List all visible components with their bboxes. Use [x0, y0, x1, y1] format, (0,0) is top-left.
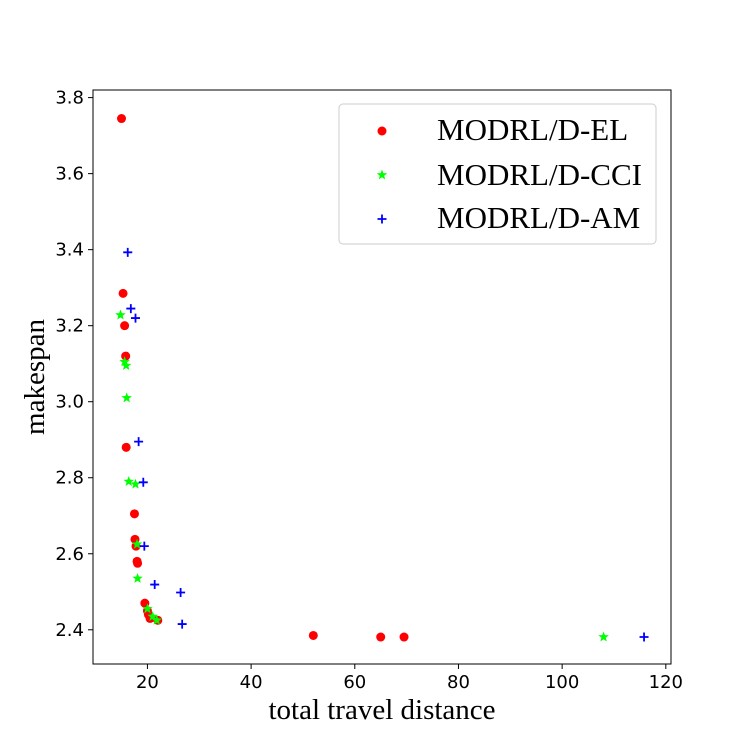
x-tick-label: 120 [649, 672, 683, 693]
data-point [118, 288, 128, 298]
data-point [117, 114, 127, 124]
data-point [308, 630, 318, 640]
data-point [376, 632, 386, 642]
data-point [130, 478, 141, 489]
series-1 [115, 309, 609, 642]
data-point [147, 610, 158, 621]
data-point [151, 614, 162, 625]
legend-marker [377, 214, 387, 224]
x-tick-label: 60 [343, 672, 366, 693]
y-tick-label: 2.4 [55, 620, 84, 641]
y-tick-label: 3.0 [55, 392, 84, 413]
legend-box [338, 103, 657, 245]
data-point [399, 632, 409, 642]
y-tick-label: 3.6 [55, 164, 84, 185]
y-tick-label: 3.4 [55, 240, 84, 261]
data-point [119, 356, 130, 367]
data-point [132, 572, 143, 583]
legend-label-cci: MODRL/D-CCI [437, 157, 642, 192]
legend-marker [377, 126, 387, 136]
legend-label-el: MODRL/D-EL [437, 112, 628, 147]
data-point [134, 437, 144, 447]
data-point [121, 351, 131, 361]
data-point [120, 360, 132, 371]
y-axis-title: makespan [19, 319, 51, 435]
data-point [115, 309, 126, 320]
data-point [142, 603, 153, 614]
data-point [123, 247, 133, 257]
data-point [133, 558, 143, 568]
data-point [131, 313, 141, 323]
data-point [150, 580, 160, 590]
data-point [176, 588, 186, 598]
series-2 [123, 247, 649, 642]
data-point [138, 477, 148, 487]
x-axis-ticks: 20 40 60 80 100 120 [136, 664, 683, 693]
x-axis-title: total travel distance [268, 694, 495, 726]
x-tick-label: 80 [447, 672, 470, 693]
y-tick-label: 2.8 [55, 468, 84, 489]
legend-markers [376, 126, 388, 224]
legend: MODRL/D-EL MODRL/D-CCI MODRL/D-AM [338, 103, 657, 245]
plot-frame [92, 89, 672, 665]
data-point [598, 631, 609, 642]
data-point [126, 304, 136, 314]
data-point [131, 538, 143, 549]
data-point [639, 632, 649, 642]
data-point [177, 619, 187, 629]
data-point [121, 442, 131, 452]
y-tick-label: 2.6 [55, 544, 84, 565]
data-point [139, 541, 149, 551]
data-point [120, 321, 130, 331]
y-tick-label: 3.2 [55, 316, 84, 337]
data-point [121, 392, 132, 403]
data-point [129, 509, 139, 519]
data-points [115, 114, 649, 642]
y-tick-label: 3.8 [55, 88, 84, 109]
data-point [123, 476, 134, 486]
x-tick-label: 40 [240, 672, 263, 693]
x-tick-label: 100 [545, 672, 579, 693]
legend-label-am: MODRL/D-AM [437, 200, 640, 235]
legend-marker [376, 169, 388, 180]
y-axis-ticks: 2.4 2.6 2.8 3.0 3.2 3.4 3.6 3.8 [55, 88, 93, 641]
x-tick-label: 20 [136, 672, 159, 693]
